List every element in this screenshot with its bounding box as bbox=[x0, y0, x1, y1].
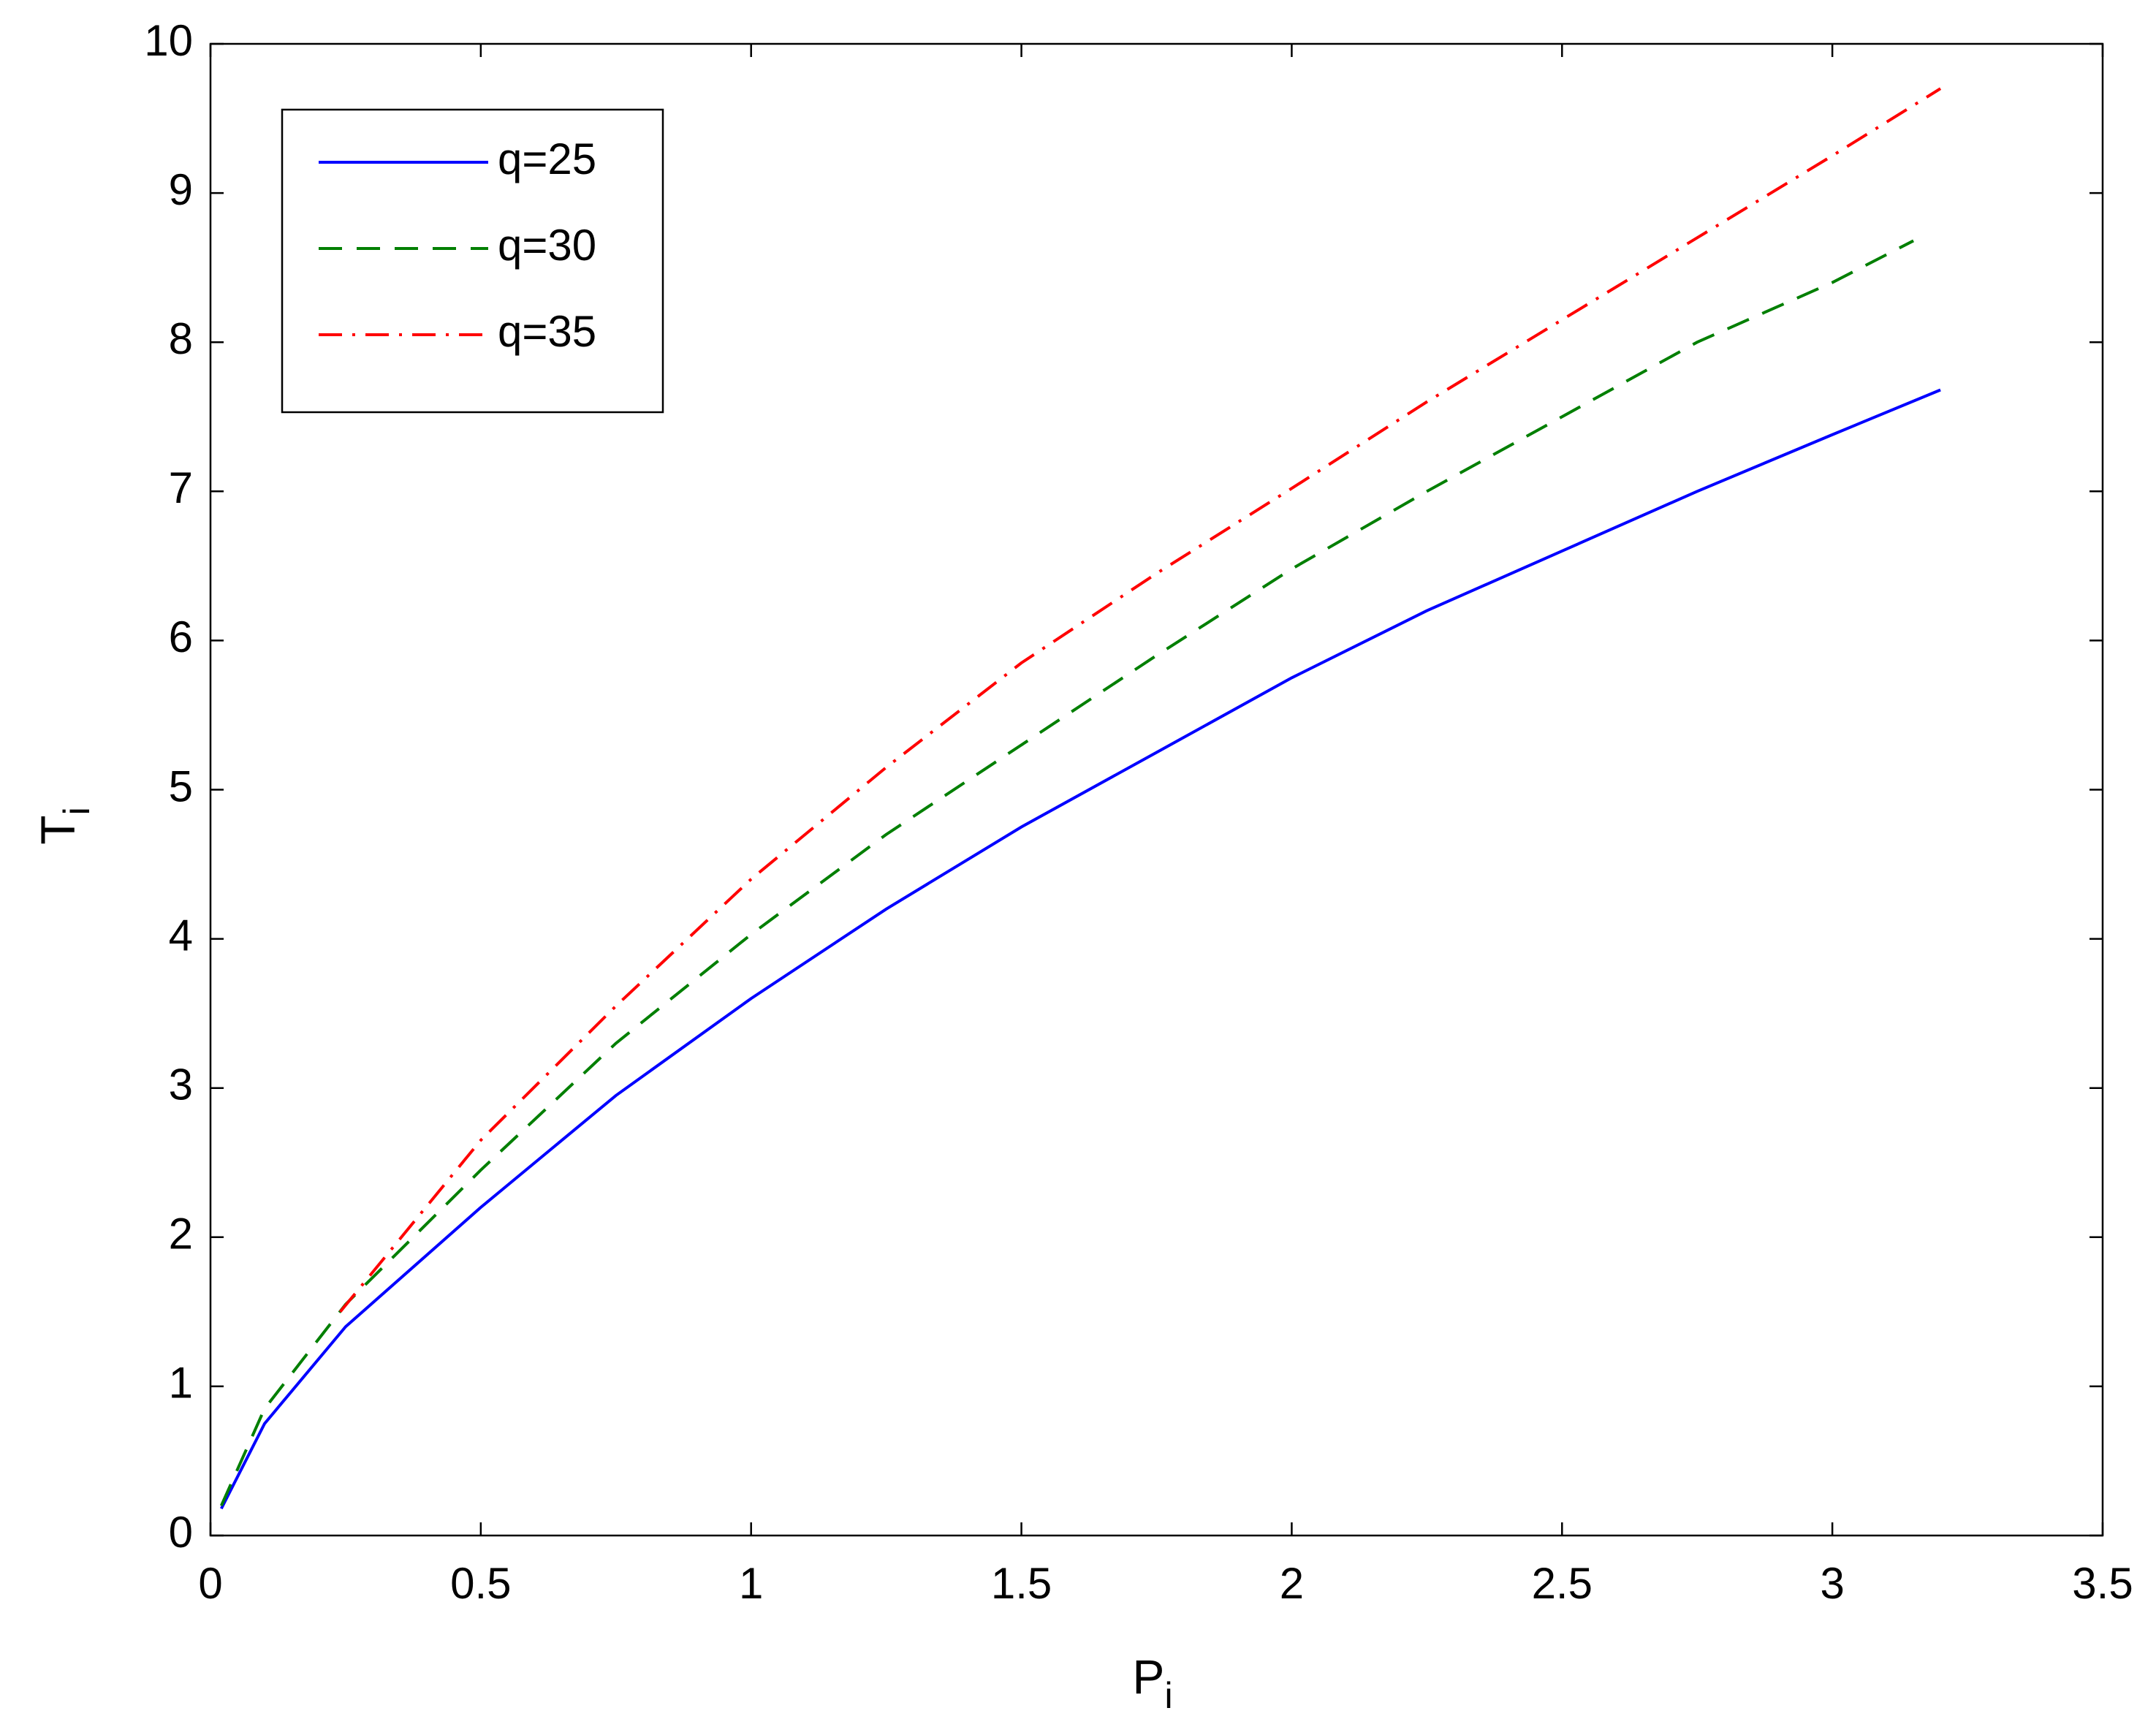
y-axis-label: Ti bbox=[31, 807, 97, 844]
series-line bbox=[219, 239, 1915, 1506]
legend-label: q=25 bbox=[498, 134, 596, 183]
legend-label: q=30 bbox=[498, 221, 596, 270]
x-tick-label: 1 bbox=[739, 1559, 763, 1608]
x-tick-label: 0.5 bbox=[450, 1559, 511, 1608]
x-axis-label-main: P bbox=[1132, 1650, 1164, 1704]
y-tick-label: 7 bbox=[169, 463, 193, 512]
legend-label: q=35 bbox=[498, 307, 596, 356]
x-tick-label: 3.5 bbox=[2072, 1559, 2133, 1608]
x-axis-label-subscript: i bbox=[1164, 1675, 1172, 1716]
y-axis-label-main: T bbox=[31, 815, 85, 844]
series-line bbox=[220, 388, 1941, 1510]
plot-frame bbox=[209, 42, 2104, 1537]
x-tick-label: 1.5 bbox=[991, 1559, 1052, 1608]
series-line bbox=[338, 87, 1942, 1313]
y-tick-label: 9 bbox=[169, 165, 193, 214]
x-tick-label: 2.5 bbox=[1532, 1559, 1593, 1608]
y-tick-label: 8 bbox=[169, 314, 193, 363]
x-tick-label: 3 bbox=[1820, 1559, 1844, 1608]
y-tick-label: 10 bbox=[144, 16, 193, 65]
y-tick-label: 0 bbox=[169, 1508, 193, 1557]
y-tick-label: 5 bbox=[169, 762, 193, 811]
x-axis-label: Pi bbox=[1132, 1650, 1172, 1716]
y-axis-label-subscript: i bbox=[56, 807, 97, 815]
legend-box bbox=[281, 108, 664, 414]
y-tick-label: 1 bbox=[169, 1359, 193, 1408]
x-tick-label: 2 bbox=[1280, 1559, 1304, 1608]
y-tick-label: 2 bbox=[169, 1210, 193, 1259]
y-tick-label: 4 bbox=[169, 911, 193, 960]
y-tick-label: 6 bbox=[169, 612, 193, 661]
x-tick-label: 0 bbox=[198, 1559, 222, 1608]
y-tick-label: 3 bbox=[169, 1060, 193, 1109]
